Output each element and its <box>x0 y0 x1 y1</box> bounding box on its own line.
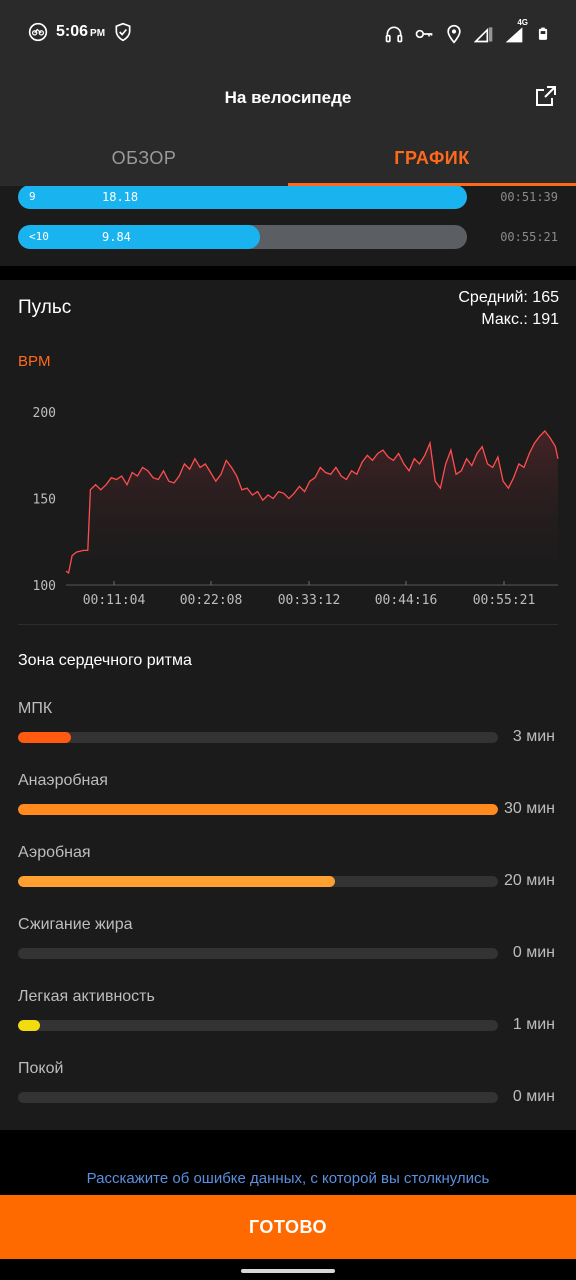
zone-name: МПК <box>18 700 53 717</box>
header: На велосипеде <box>0 70 576 126</box>
bpm-axis-label: BPM <box>18 353 51 370</box>
gesture-nav-handle[interactable] <box>241 1269 335 1273</box>
network-type: 4G <box>517 18 528 27</box>
zone-bar <box>18 948 498 959</box>
zone-bar-fill <box>18 804 498 815</box>
battery-icon <box>538 27 548 40</box>
speed-bar-fill <box>18 186 467 209</box>
zone-row: Анаэробная 30 мин <box>18 772 558 832</box>
tab-bar: ОБЗОР ГРАФИК <box>0 126 576 186</box>
zone-name: Покой <box>18 1060 64 1077</box>
zone-name: Аэробная <box>18 844 91 861</box>
signal-4g-icon <box>505 27 523 43</box>
divider <box>18 624 558 625</box>
zone-duration: 20 мин <box>503 872 555 889</box>
zone-name: Сжигание жира <box>18 916 133 933</box>
location-icon <box>447 24 461 44</box>
x-tick-label: 00:11:04 <box>83 593 146 608</box>
heart-rate-area <box>66 431 558 585</box>
speed-time: 00:51:39 <box>500 190 558 204</box>
speed-value: 18.18 <box>102 190 139 204</box>
heart-rate-line <box>65 430 559 574</box>
shield-check-icon <box>115 22 131 42</box>
cycling-app-icon <box>28 22 48 42</box>
speed-row: <10 9.84 00:55:21 <box>18 225 558 249</box>
zone-bar-fill <box>18 1020 40 1031</box>
pulse-max: Макс.: 191 <box>481 311 559 328</box>
zone-name: Анаэробная <box>18 772 108 789</box>
zones-title: Зона сердечного ритма <box>18 652 192 669</box>
pulse-title: Пульс <box>18 297 72 318</box>
zone-bar <box>18 876 498 887</box>
key-icon <box>415 29 433 39</box>
x-tick-label: 00:55:21 <box>473 593 536 608</box>
signal-icon <box>474 27 493 43</box>
tab-overview[interactable]: ОБЗОР <box>111 148 177 168</box>
speed-row: 9 18.18 00:51:39 <box>18 186 558 209</box>
speed-bar: 9 18.18 <box>18 186 467 209</box>
status-time: 5:06 PM <box>56 23 106 40</box>
zone-row: Покой 0 мин <box>18 1060 558 1120</box>
zone-bar <box>18 804 498 815</box>
zone-bar <box>18 1092 498 1103</box>
tab-chart[interactable]: ГРАФИК <box>288 126 576 186</box>
zone-duration: 3 мин <box>512 728 555 745</box>
zone-row: Сжигание жира 0 мин <box>18 916 558 976</box>
x-tick-label: 00:33:12 <box>278 593 341 608</box>
pulse-average: Средний: 165 <box>458 289 559 306</box>
zone-row: Аэробная 20 мин <box>18 844 558 904</box>
zone-duration: 1 мин <box>512 1016 555 1033</box>
done-button[interactable]: ГОТОВО <box>0 1195 576 1259</box>
speed-label: <10 <box>29 230 49 243</box>
x-tick-label: 00:22:08 <box>180 593 243 608</box>
speed-label: 9 <box>29 190 36 203</box>
speed-bar: <10 9.84 <box>18 225 467 249</box>
x-tick-label: 00:44:16 <box>375 593 438 608</box>
zone-row: Легкая активность 1 мин <box>18 988 558 1048</box>
zone-name: Легкая активность <box>18 988 155 1005</box>
speed-value: 9.84 <box>102 230 131 244</box>
zone-bar-fill <box>18 732 71 743</box>
pulse-stats: Средний: 165 Макс.: 191 <box>458 287 559 331</box>
zone-duration: 0 мин <box>512 1088 555 1105</box>
status-bar: 5:06 PM 4G <box>0 0 576 70</box>
speed-card: 9 18.18 00:51:39 <10 9.84 00:55:21 <box>0 186 576 266</box>
share-icon[interactable] <box>534 84 558 108</box>
zone-bar-fill <box>18 876 335 887</box>
speed-bar-fill <box>18 225 261 249</box>
heart-rate-chart: 200 150 100 00:11:04 00:22:08 00:33:12 00:44:1… <box>33 406 559 608</box>
page-title: На велосипеде <box>224 88 352 107</box>
speed-time: 00:55:21 <box>500 230 558 244</box>
feedback-link[interactable]: Расскажите об ошибке данных, с которой в… <box>86 1170 490 1187</box>
zone-bar <box>18 1020 498 1031</box>
pulse-card: Пульс Средний: 165 Макс.: 191 BPM 200 150… <box>0 280 576 1130</box>
zone-duration: 0 мин <box>512 944 555 961</box>
y-tick-label: 200 <box>33 406 56 421</box>
zone-row: МПК 3 мин <box>18 700 558 760</box>
y-tick-label: 100 <box>33 579 56 594</box>
headphones-icon <box>385 26 403 43</box>
y-tick-label: 150 <box>33 493 56 508</box>
zone-duration: 30 мин <box>503 800 555 817</box>
zone-bar <box>18 732 498 743</box>
